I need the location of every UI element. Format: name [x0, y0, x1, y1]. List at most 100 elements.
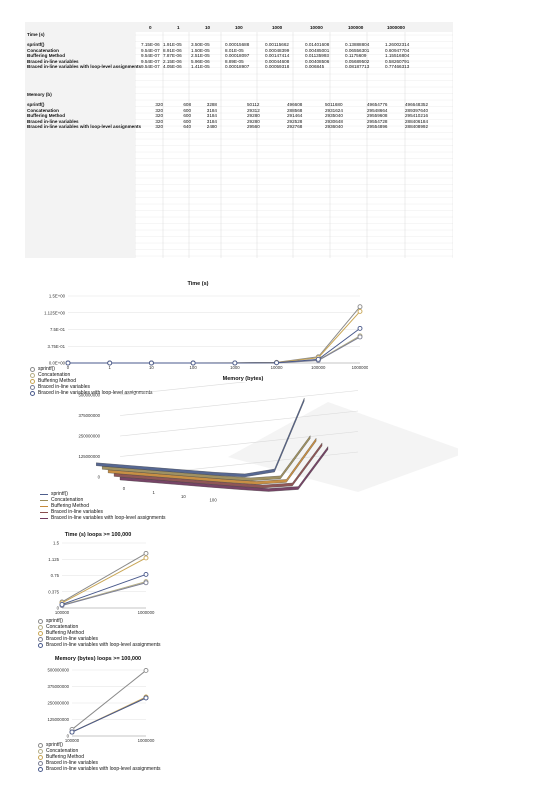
series-line: [67, 327, 361, 364]
time-value-cell: 0.06556301: [345, 47, 370, 53]
column-header: 10000: [310, 25, 323, 30]
y-tick-label: 500000000: [47, 668, 69, 673]
memory-value-cell: 295410216: [405, 113, 428, 118]
time-value-cell: 0.00044608: [265, 58, 290, 64]
memory-row-label: Buffering Method: [27, 113, 66, 118]
gridline: [119, 431, 359, 457]
legend-swatch: [40, 499, 48, 501]
data-point: [69, 729, 75, 735]
legend-label: Concatenation: [51, 497, 84, 503]
time-value-cell: 0.05689502: [345, 58, 370, 64]
y-tick-label: 500000000: [78, 393, 100, 398]
time-value-cell: 0.00018097: [225, 53, 250, 58]
memory-value-cell: 320: [155, 102, 163, 107]
chart-time-100k: Time (s) loops >= 100,000 0 0.375 0.75 1.12…: [28, 530, 168, 648]
legend-label: Concatenation: [46, 748, 79, 754]
time-value-cell: 2.51E-05: [191, 53, 210, 58]
memory-row-label: Concatenation: [27, 107, 59, 113]
y-tick-label: 7.5E-01: [50, 327, 66, 332]
memory-value-cell: 320: [155, 107, 163, 113]
time-value-cell: 7.87E-06: [163, 53, 182, 58]
header-band: [25, 22, 453, 32]
memory-value-cell: 3184: [206, 118, 217, 124]
data-point: [357, 304, 363, 310]
legend-label: Braced in-line variables with loop-level…: [38, 390, 153, 396]
x-tick-label: 1000000: [138, 610, 155, 615]
series-line: [71, 697, 147, 733]
column-header: 1: [177, 25, 180, 30]
memory-value-cell: 29554728: [367, 118, 388, 124]
memory-value-cell: 29548664: [367, 107, 388, 113]
series-line: [61, 552, 147, 603]
time-value-cell: 0.60947704: [385, 47, 410, 53]
time-value-cell: 1.15516804: [385, 53, 410, 58]
time-value-cell: 0.00018907: [225, 64, 250, 69]
data-point: [143, 555, 149, 561]
legend-label: Braced in-line variables with loop-level…: [46, 766, 161, 772]
time-value-cell: 0.00115662: [265, 42, 289, 47]
legend-item: sprintf(): [30, 366, 153, 372]
legend-swatch: [38, 630, 43, 636]
legend-item: Braced in-line variables: [40, 509, 166, 515]
time-value-cell: 3.50E-05: [191, 42, 210, 47]
gridline: [119, 382, 247, 396]
column-header: 1000000: [387, 25, 405, 30]
chart-time-100k-plot: 0 0.375 0.75 1.125 1.5 100000 1000000: [48, 541, 155, 616]
memory-row-label: Braced in-line variables: [27, 118, 79, 124]
column-header: 1000: [272, 25, 283, 30]
legend-label: Buffering Method: [38, 378, 76, 384]
y-tick-label: 1.5: [53, 541, 60, 546]
legend-label: Braced in-line variables with loop-level…: [51, 515, 166, 521]
legend-item: Braced in-line variables with loop-level…: [38, 766, 161, 772]
memory-value-cell: 288406184: [405, 118, 428, 124]
time-value-cell: 9.54E-07: [141, 47, 160, 53]
data-point: [143, 580, 149, 586]
series-line: [61, 573, 147, 605]
memory-value-cell: 600: [183, 107, 191, 113]
chart-memory-legend: sprintf() Concatenation Buffering Method Br…: [40, 491, 166, 521]
time-value-cell: 8.01E-05: [225, 47, 244, 53]
column-header: 0: [149, 25, 152, 30]
x-tick-label: 10: [149, 365, 154, 370]
y-tick-label: 0.0E+00: [49, 361, 66, 366]
label-column: [25, 22, 135, 258]
legend-item: Concatenation: [38, 748, 161, 754]
series-ribbon: [96, 398, 305, 478]
time-value-cell: 1.41E-05: [191, 64, 210, 69]
memory-value-cell: 289397640: [405, 107, 428, 113]
spreadsheet: 0 1 10 100 1000 10000 100000 1000000 Time (s) spr…: [25, 22, 453, 258]
legend-swatch: [40, 517, 48, 519]
legend-label: Concatenation: [46, 624, 79, 630]
y-tick-label: 375000000: [47, 684, 69, 689]
column-header: 100: [235, 25, 243, 30]
gridline: [119, 390, 359, 416]
legend-item: Braced in-line variables: [38, 760, 161, 766]
time-value-cell: 0.00147414: [265, 53, 290, 58]
legend-swatch: [30, 378, 35, 384]
memory-value-cell: 29280: [247, 118, 260, 124]
time-value-cell: 0.58260791: [385, 58, 410, 64]
data-point: [107, 360, 113, 366]
memory-value-cell: 49654776: [367, 102, 388, 107]
time-value-cell: 8.91E-06: [163, 47, 182, 53]
memory-value-cell: 320: [155, 113, 163, 118]
legend-label: Buffering Method: [46, 754, 84, 760]
y-tick-label: 0: [57, 606, 60, 611]
legend-swatch: [38, 754, 43, 760]
x-tick-label: 10: [181, 494, 186, 499]
memory-row-label: Braced in-line variables with loop-level…: [27, 124, 142, 129]
legend-swatch: [40, 511, 48, 513]
chart-memory-100k-plot: 0 125000000 250000000 375000000 500000000 100…: [47, 668, 155, 744]
x-tick-label: 1000: [230, 365, 240, 370]
time-value-cell: 0.01401608: [305, 42, 330, 47]
memory-value-cell: 320: [155, 118, 163, 124]
time-row-label: Concatenation: [27, 47, 59, 53]
x-tick-label: 1000000: [138, 738, 155, 743]
x-tick-label: 100000: [65, 738, 80, 743]
legend-label: Braced in-line variables: [46, 760, 98, 766]
series-line: [61, 582, 147, 607]
chart-time-100k-title: Time (s) loops >= 100,000: [64, 532, 132, 538]
time-value-cell: 0.00048399: [265, 47, 290, 53]
legend-swatch: [30, 390, 35, 396]
memory-value-cell: 50112: [247, 102, 260, 107]
